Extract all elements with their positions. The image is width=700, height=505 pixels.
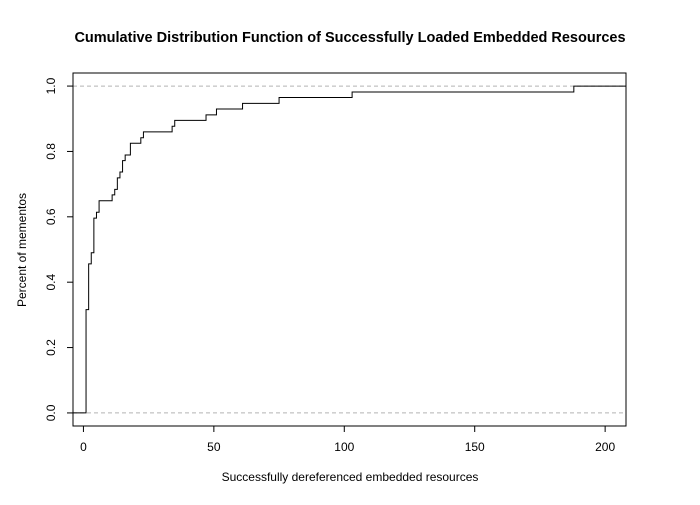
y-tick-label: 0.0	[44, 404, 58, 421]
y-tick-label: 0.6	[44, 208, 58, 225]
axes: 0 50 100 150 200 0.0 0.2 0.4 0.6 0.8 1.0	[44, 77, 615, 454]
x-tick-label: 200	[595, 440, 615, 454]
y-tick-label: 0.2	[44, 339, 58, 356]
x-tick-label: 0	[80, 440, 87, 454]
x-tick-label: 150	[465, 440, 485, 454]
x-tick-label: 100	[334, 440, 354, 454]
chart-title: Cumulative Distribution Function of Succ…	[74, 30, 625, 46]
cdf-step-line	[73, 85, 626, 414]
x-tick-label: 50	[207, 440, 221, 454]
plot-frame	[72, 72, 627, 427]
plot-area	[73, 85, 626, 414]
y-tick-label: 0.4	[44, 274, 58, 291]
y-axis-title: Percent of mementos	[15, 193, 29, 307]
x-axis-title: Successfully dereferenced embedded resou…	[222, 470, 479, 484]
y-tick-label: 0.8	[44, 143, 58, 160]
y-tick-label: 1.0	[44, 77, 58, 94]
